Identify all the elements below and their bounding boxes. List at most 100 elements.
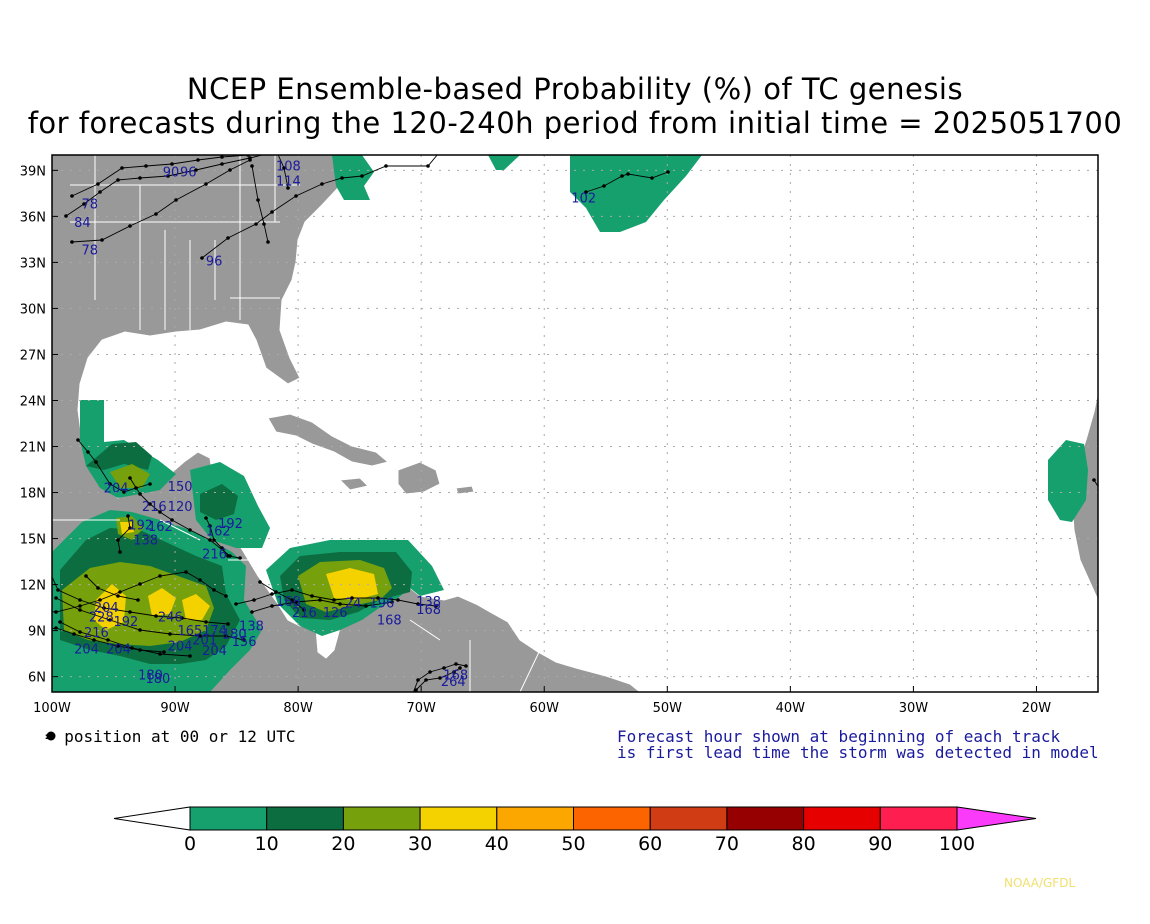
track-position-dot bbox=[116, 178, 120, 182]
track-label: 192 bbox=[128, 518, 153, 533]
track-position-dot bbox=[390, 600, 394, 604]
forecast-note-line-2: is first lead time the storm was detecte… bbox=[617, 743, 1099, 762]
track-position-dot bbox=[454, 662, 458, 666]
y-tick-label: 6N bbox=[28, 671, 46, 686]
track-position-dot bbox=[138, 628, 142, 632]
track-position-dot bbox=[220, 162, 224, 166]
prob-10-small-north bbox=[488, 155, 520, 170]
track-position-dot bbox=[274, 590, 278, 594]
probability-shading bbox=[52, 155, 1088, 692]
y-tick-label: 27N bbox=[20, 348, 46, 363]
prob-40-caribbean bbox=[326, 568, 378, 600]
track-position-dot bbox=[120, 166, 124, 170]
track-position-dot bbox=[228, 168, 232, 172]
prob-40-pacific-c bbox=[182, 594, 210, 620]
track-position-dot bbox=[376, 596, 380, 600]
track-position-dot bbox=[138, 176, 142, 180]
track-label: 78 bbox=[82, 198, 99, 213]
track-label: 204 bbox=[168, 640, 193, 655]
track-position-dot bbox=[78, 598, 82, 602]
prob-10-atlantic-north bbox=[570, 155, 702, 232]
track-label: 180 bbox=[146, 672, 171, 687]
track-label: 201 bbox=[192, 633, 217, 648]
track-position-dot bbox=[96, 182, 100, 186]
track-position-dot bbox=[158, 510, 162, 514]
track-position-dot bbox=[226, 236, 230, 240]
track-position-dot bbox=[128, 610, 132, 614]
track-position-dot bbox=[270, 592, 274, 596]
y-tick-label: 24N bbox=[20, 394, 46, 409]
track-label: 96 bbox=[180, 165, 197, 180]
track-position-dot bbox=[180, 616, 184, 620]
track-position-dot bbox=[184, 570, 188, 574]
track-position-dot bbox=[248, 158, 252, 162]
x-tick-label: 60W bbox=[530, 701, 560, 716]
track-position-dot bbox=[72, 632, 76, 636]
x-axis-ticks: 100W 90W 80W 70W 60W 50W 40W 30W 20W bbox=[33, 686, 1051, 716]
track-position-dot bbox=[226, 554, 230, 558]
track-position-dot bbox=[290, 598, 294, 602]
track-line bbox=[59, 621, 191, 657]
track-position-dot bbox=[84, 574, 88, 578]
track-position-dot bbox=[224, 634, 228, 638]
track-position-dot bbox=[238, 556, 242, 560]
track-position-dot bbox=[204, 516, 208, 520]
track-position-dot bbox=[158, 574, 162, 578]
track-position-dot bbox=[136, 598, 140, 602]
track-line bbox=[65, 155, 264, 217]
track-position-dot bbox=[138, 648, 142, 652]
track-line bbox=[71, 159, 251, 243]
track-position-dot bbox=[650, 176, 654, 180]
track-position-dot bbox=[126, 514, 130, 518]
track-position-dot bbox=[584, 190, 588, 194]
track-position-dot bbox=[350, 596, 354, 600]
track-position-dot bbox=[78, 630, 82, 634]
track-position-dot bbox=[410, 694, 414, 698]
track-position-dot bbox=[28, 608, 32, 612]
track-position-dot bbox=[204, 620, 208, 624]
track-position-dot bbox=[270, 604, 274, 608]
y-tick-label: 21N bbox=[20, 441, 46, 456]
track-position-dot bbox=[424, 678, 428, 682]
track-position-dot bbox=[166, 174, 170, 178]
track-position-dot bbox=[270, 146, 274, 150]
track-position-dot bbox=[92, 638, 96, 642]
track-label: 180 bbox=[138, 669, 163, 684]
prob-20-yucatan bbox=[200, 484, 238, 520]
track-label: 96 bbox=[206, 254, 223, 269]
track-position-dot bbox=[102, 606, 106, 610]
track-position-dot bbox=[162, 650, 166, 654]
track-line bbox=[251, 165, 269, 243]
forecast-note-line-1: Forecast hour shown at beginning of each… bbox=[617, 727, 1061, 746]
track-label: 84 bbox=[74, 216, 91, 231]
track-position-dot bbox=[118, 550, 122, 554]
x-tick-label: 50W bbox=[653, 701, 683, 716]
track-label: 204 bbox=[74, 643, 99, 658]
track-position-dot bbox=[86, 450, 90, 454]
track-position-dots bbox=[28, 146, 1096, 698]
legend-dot-text: = position at 00 or 12 UTC bbox=[45, 727, 296, 746]
track-label: 204 bbox=[94, 601, 119, 616]
track-position-dot bbox=[54, 610, 58, 614]
track-position-dot bbox=[170, 518, 174, 522]
track-label: 168 bbox=[416, 603, 441, 618]
track-line bbox=[85, 575, 139, 601]
track-position-dot bbox=[274, 148, 278, 152]
track-position-dot bbox=[208, 538, 212, 542]
track-position-dot bbox=[168, 632, 172, 636]
track-position-dot bbox=[100, 238, 104, 242]
prob-40-pacific-b bbox=[148, 588, 176, 616]
track-position-dot bbox=[78, 604, 82, 608]
track-position-dot bbox=[266, 240, 270, 244]
track-position-dot bbox=[620, 174, 624, 178]
y-tick-label: 15N bbox=[20, 533, 46, 548]
track-position-dot bbox=[56, 588, 60, 592]
track-label: 246 bbox=[158, 610, 183, 625]
track-position-dot bbox=[458, 666, 462, 670]
x-tick-label: 20W bbox=[1022, 701, 1052, 716]
track-position-dot bbox=[188, 654, 192, 658]
track-position-dot bbox=[94, 460, 98, 464]
track-position-dot bbox=[128, 224, 132, 228]
track-position-dot bbox=[242, 638, 246, 642]
